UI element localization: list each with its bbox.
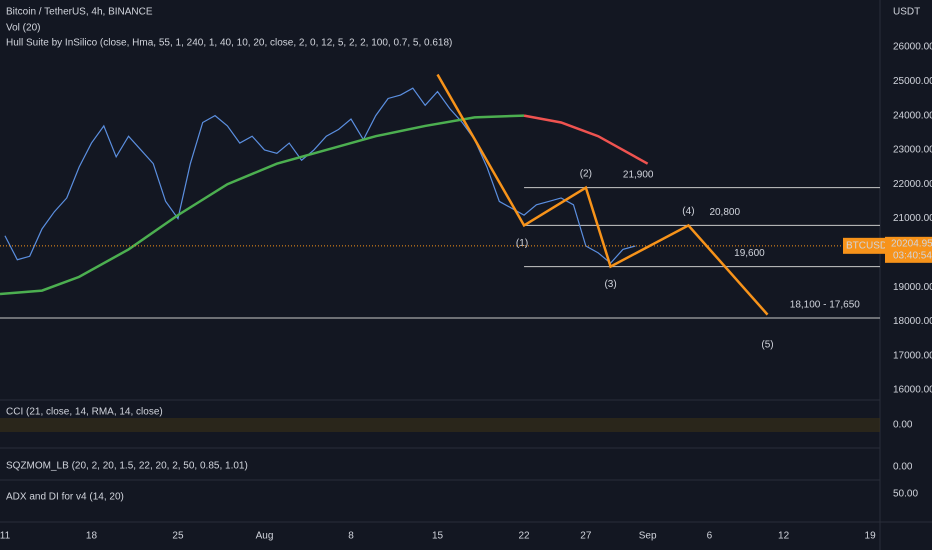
level-label: 20,800 [709, 207, 740, 218]
pane-tick: 50.00 [893, 489, 918, 500]
x-tick-label: Aug [256, 531, 274, 542]
price-tag-countdown: 03:40:54 [893, 250, 932, 261]
wave-label: (4) [682, 206, 694, 217]
price-tag-symbol: BTCUSDT [846, 240, 893, 251]
y-tick-label: 22000.00 [893, 179, 932, 190]
y-tick-label: 19000.00 [893, 282, 932, 293]
y-tick-label: 26000.00 [893, 42, 932, 53]
x-tick-label: 15 [432, 531, 444, 542]
price-line [523, 114, 649, 165]
wave-label: (2) [580, 168, 592, 179]
x-tick-label: 19 [865, 531, 877, 542]
pane-tick: 0.00 [893, 420, 913, 431]
price-tag [843, 237, 885, 254]
level-label: 21,900 [623, 169, 654, 180]
price-line [436, 73, 769, 316]
x-tick-label: 12 [778, 531, 790, 542]
x-tick-label: 11 [0, 531, 11, 542]
x-tick-label: Sep [639, 531, 657, 542]
x-tick-label: 27 [580, 531, 592, 542]
price-tag-value: 20204.95 [891, 238, 932, 249]
chart-title: Bitcoin / TetherUS, 4h, BINANCE [6, 7, 153, 18]
price-tag-box [885, 236, 932, 263]
x-tick-label: 22 [518, 531, 530, 542]
wave-label: (1) [516, 238, 528, 249]
y-tick-label: 25000.00 [893, 76, 932, 87]
subtitle: Vol (20) [6, 23, 40, 34]
pane-label: CCI (21, close, 14, RMA, 14, close) [6, 407, 163, 418]
pane-label: SQZMOM_LB (20, 2, 20, 1.5, 22, 20, 2, 50… [6, 461, 248, 472]
x-tick-label: 25 [172, 531, 184, 542]
y-tick-label: 16000.00 [893, 385, 932, 396]
cci-band [0, 418, 880, 432]
x-tick-label: 18 [86, 531, 98, 542]
subtitle: Hull Suite by InSilico (close, Hma, 55, … [6, 38, 452, 49]
level-label: 19,600 [734, 248, 765, 259]
x-tick-label: 6 [707, 531, 713, 542]
level-label: 18,100 - 17,650 [790, 300, 860, 311]
y-tick-label: 23000.00 [893, 145, 932, 156]
y-tick-label: 18000.00 [893, 316, 932, 327]
x-tick-label: 8 [348, 531, 354, 542]
pane-tick: 0.00 [893, 462, 913, 473]
y-tick-label: 17000.00 [893, 350, 932, 361]
price-line [4, 87, 636, 264]
pane-label: ADX and DI for v4 (14, 20) [6, 492, 124, 503]
y-unit: USDT [893, 7, 920, 18]
y-tick-label: 21000.00 [893, 213, 932, 224]
wave-label: (5) [761, 339, 773, 350]
price-line [0, 114, 525, 296]
y-tick-label: 24000.00 [893, 110, 932, 121]
wave-label: (3) [604, 279, 616, 290]
